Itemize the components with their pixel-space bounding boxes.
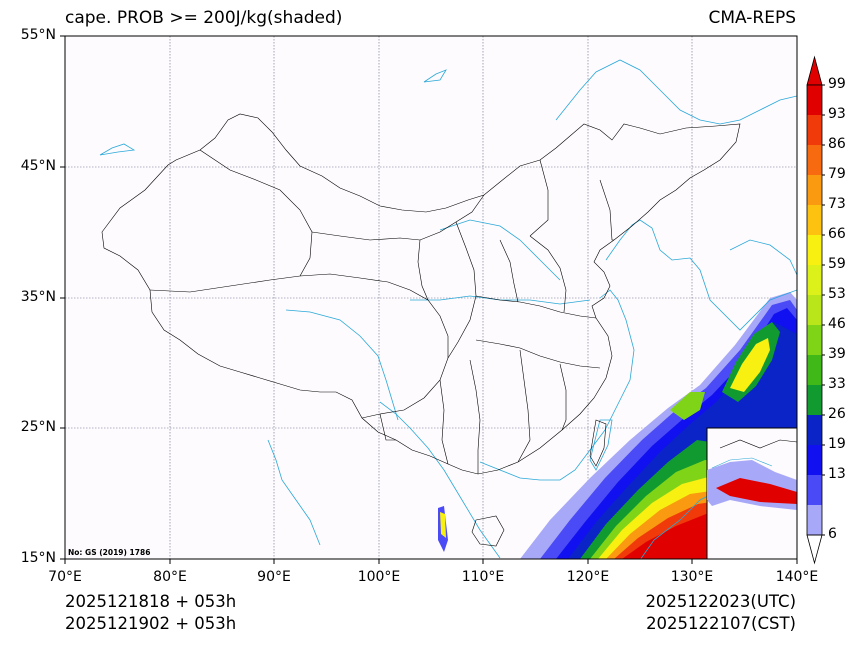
borders <box>101 113 741 547</box>
valid-time-cst: 2025122107(CST) <box>646 614 796 633</box>
colorbar-label-6: 6 <box>828 526 837 542</box>
colorbar-swatch <box>807 85 822 115</box>
colorbar-swatch <box>807 475 822 505</box>
lon-label-120e: 120°E <box>566 569 610 585</box>
colorbar-label-26: 26 <box>828 406 846 422</box>
colorbar-swatch <box>807 505 822 535</box>
colorbar-swatch <box>807 325 822 355</box>
colorbar-swatch <box>807 445 822 475</box>
map-title: cape. PROB >= 200J/kg(shaded) <box>65 8 343 28</box>
lat-label-35n: 35°N <box>20 289 56 305</box>
colorbar-label-53: 53 <box>828 286 846 302</box>
lon-label-90e: 90°E <box>257 569 291 585</box>
lon-label-140e: 140°E <box>775 569 819 585</box>
colorbar-label-13: 13 <box>828 466 846 482</box>
colorbar-label-99: 99 <box>828 76 846 92</box>
init-time-utc: 2025121818 + 053h <box>65 592 237 611</box>
lon-label-110e: 110°E <box>461 569 505 585</box>
lon-label-80e: 80°E <box>153 569 187 585</box>
colorbar-swatch <box>807 235 822 265</box>
colorbar-min-extend <box>806 534 823 565</box>
colorbar-label-46: 46 <box>828 316 846 332</box>
colorbar-swatch <box>807 295 822 325</box>
colorbar-swatch <box>807 205 822 235</box>
colorbar-swatch <box>807 175 822 205</box>
lat-label-15n: 15°N <box>20 550 56 566</box>
colorbar-label-39: 39 <box>828 346 846 362</box>
colorbar-swatch <box>807 385 822 415</box>
init-time-cst: 2025121902 + 053h <box>65 614 237 633</box>
colorbar-label-93: 93 <box>828 106 846 122</box>
colorbar-label-73: 73 <box>828 196 846 212</box>
colorbar-swatch <box>807 355 822 385</box>
colorbar <box>806 55 825 565</box>
lon-label-130e: 130°E <box>670 569 714 585</box>
colorbar-swatch <box>807 265 822 295</box>
lat-label-55n: 55°N <box>20 27 56 43</box>
lat-label-45n: 45°N <box>20 158 56 174</box>
colorbar-max-extend <box>806 55 823 86</box>
model-name: CMA-REPS <box>708 8 796 28</box>
colorbar-label-66: 66 <box>828 226 846 242</box>
colorbar-label-79: 79 <box>828 166 846 182</box>
colorbar-label-59: 59 <box>828 256 846 272</box>
valid-time-utc: 2025122023(UTC) <box>645 592 796 611</box>
colorbar-frame <box>806 84 823 536</box>
lat-label-25n: 25°N <box>20 419 56 435</box>
lon-label-70e: 70°E <box>48 569 82 585</box>
map-approval-note: No: GS (2019) 1786 <box>68 548 150 557</box>
colorbar-swatch <box>807 415 822 445</box>
colorbar-label-86: 86 <box>828 136 846 152</box>
colorbar-label-19: 19 <box>828 436 846 452</box>
inset-map <box>706 427 797 559</box>
rivers-and-coastline <box>99 59 797 559</box>
colorbar-label-33: 33 <box>828 376 846 392</box>
lon-label-100e: 100°E <box>357 569 401 585</box>
axis-ticks <box>60 35 798 564</box>
colorbar-swatch <box>807 145 822 175</box>
colorbar-swatch <box>807 115 822 145</box>
